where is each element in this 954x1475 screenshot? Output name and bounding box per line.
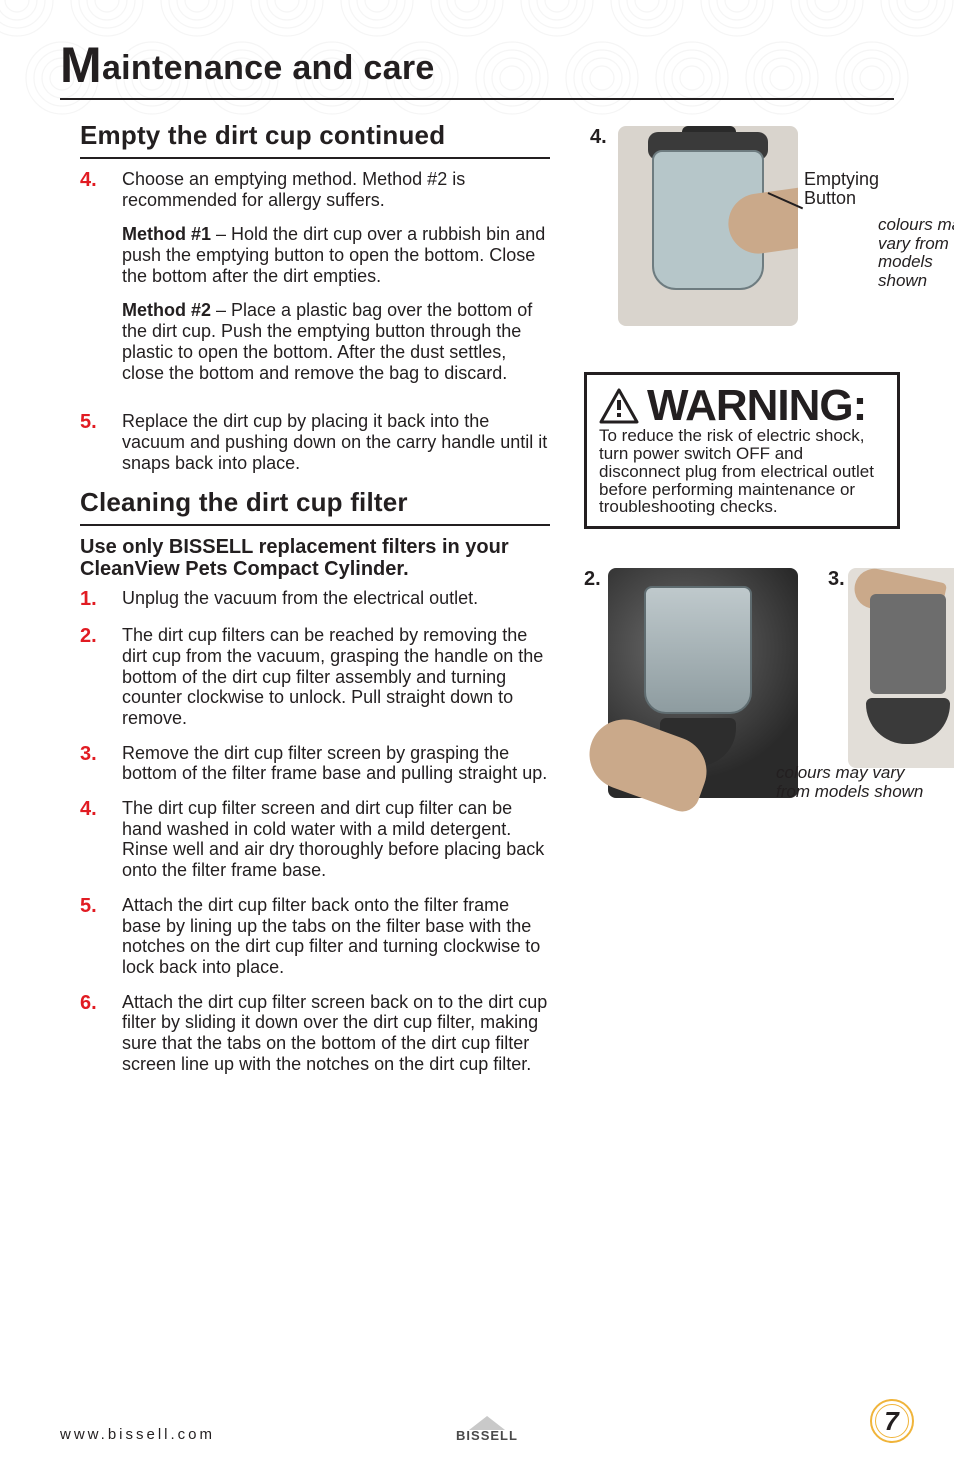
page-title-cap: M [60, 37, 102, 93]
page-title-rest: aintenance and care [102, 49, 435, 87]
method-1: Method #1 – Hold the dirt cup over a rub… [122, 224, 550, 286]
figure-number: 3. [828, 568, 845, 591]
list-item: 1. Unplug the vacuum from the electrical… [80, 588, 550, 611]
figure-number: 4. [590, 126, 607, 149]
footer-url: www.bissell.com [60, 1426, 215, 1443]
section-heading-empty: Empty the dirt cup continued [80, 120, 550, 151]
warning-text: To reduce the risk of electric shock, tu… [599, 427, 885, 516]
list-item: 4. The dirt cup filter screen and dirt c… [80, 798, 550, 881]
figures-2-3-note: colours may vary from models shown [776, 764, 936, 801]
list-item: 3. Remove the dirt cup filter screen by … [80, 743, 550, 784]
list-item: 6. Attach the dirt cup filter screen bac… [80, 992, 550, 1075]
method-label: Method #1 [122, 224, 211, 244]
method-label: Method #2 [122, 300, 211, 320]
item-number: 6. [80, 992, 106, 1075]
item-text: The dirt cup filter screen and dirt cup … [122, 798, 550, 881]
method-2: Method #2 – Place a plastic bag over the… [122, 300, 550, 383]
list-item: 5. Attach the dirt cup filter back onto … [80, 895, 550, 978]
bissell-logo: BISSELL [456, 1416, 518, 1443]
page-number: 7 [870, 1399, 914, 1443]
callout-line2: Button [804, 189, 879, 208]
logo-text: BISSELL [456, 1428, 518, 1443]
warning-box: WARNING: To reduce the risk of electric … [584, 372, 900, 529]
figure-number: 2. [584, 568, 601, 591]
page-number-badge: 7 [870, 1399, 914, 1443]
warning-icon [599, 388, 639, 424]
item-text: Attach the dirt cup filter back onto the… [122, 895, 550, 978]
page-footer: www.bissell.com BISSELL 7 [60, 1399, 914, 1443]
figure-4-note: colours may vary from models shown [878, 216, 954, 291]
figure-4-callout: Emptying Button [804, 170, 879, 208]
item-text: Attach the dirt cup filter screen back o… [122, 992, 550, 1075]
item-text: The dirt cup filters can be reached by r… [122, 625, 550, 728]
callout-line1: Emptying [804, 170, 879, 189]
list-item: 2. The dirt cup filters can be reached b… [80, 625, 550, 728]
section-subhead: Use only BISSELL replacement filters in … [80, 536, 550, 580]
item-number: 4. [80, 798, 106, 881]
title-rule [60, 98, 894, 100]
list-item: 4. Choose an emptying method. Method #2 … [80, 169, 550, 397]
item-number: 4. [80, 169, 106, 397]
item-text: Replace the dirt cup by placing it back … [122, 411, 550, 473]
item-text: Unplug the vacuum from the electrical ou… [122, 588, 550, 611]
section-heading-cleaning: Cleaning the dirt cup filter [80, 487, 550, 518]
item-number: 1. [80, 588, 106, 611]
figure-2-image [608, 568, 798, 798]
item-number: 5. [80, 411, 106, 473]
section-rule [80, 157, 550, 159]
section-rule [80, 524, 550, 526]
item-number: 3. [80, 743, 106, 784]
warning-title: WARNING: [647, 381, 866, 431]
item-number: 5. [80, 895, 106, 978]
figures-2-3: 2. 3. colours may vary from models shown [584, 568, 900, 848]
item-number: 2. [80, 625, 106, 728]
item-text: Remove the dirt cup filter screen by gra… [122, 743, 550, 784]
list-item: 5. Replace the dirt cup by placing it ba… [80, 411, 550, 473]
item-text: Choose an emptying method. Method #2 is … [122, 169, 550, 210]
figure-3-image [848, 568, 954, 768]
figure-4-image [618, 126, 798, 326]
page-title: Maintenance and care [60, 36, 435, 94]
